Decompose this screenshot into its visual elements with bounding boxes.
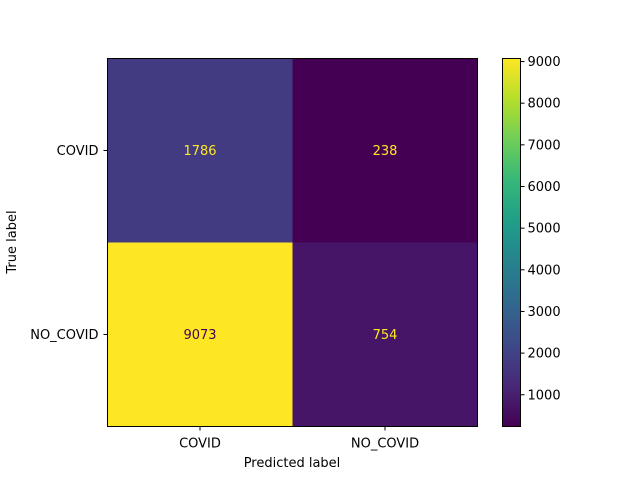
matrix-cell [107, 58, 293, 243]
matrix-cells [107, 58, 478, 427]
matrix-cell [107, 242, 293, 427]
cell-value-labels: 1786 238 9073 754 [183, 144, 397, 343]
cell-value-label: 238 [373, 144, 398, 159]
colorbar-tick-label: 5000 [528, 222, 561, 237]
colorbar-tick-label: 4000 [528, 263, 561, 278]
matrix-cell [292, 242, 478, 427]
y-tick-label: NO_COVID [30, 328, 98, 343]
x-axis-ticks: COVID NO_COVID [179, 426, 419, 452]
colorbar-tick-label: 2000 [528, 347, 561, 362]
plot-frame [107, 58, 478, 427]
colorbar-tick-label: 9000 [528, 55, 561, 70]
y-tick-label: COVID [57, 144, 99, 159]
x-axis-label: Predicted label [244, 456, 341, 471]
cell-value-label: 754 [373, 328, 398, 343]
colorbar-tick-label: 1000 [528, 388, 561, 403]
colorbar-tick-label: 8000 [528, 97, 561, 112]
y-axis-ticks: COVID NO_COVID [30, 144, 108, 343]
matrix-cell [292, 58, 478, 243]
colorbar-tick-label: 3000 [528, 305, 561, 320]
colorbar-ticks: 1000 2000 3000 4000 5000 6000 7000 8000 9000 [520, 55, 561, 403]
x-tick-label: COVID [179, 437, 221, 452]
cell-value-label: 9073 [183, 328, 216, 343]
y-axis-label: True label [5, 210, 20, 274]
x-tick-label: NO_COVID [351, 437, 419, 452]
colorbar-tick-label: 7000 [528, 138, 561, 153]
cell-value-label: 1786 [183, 144, 216, 159]
colorbar [502, 58, 521, 427]
colorbar-tick-label: 6000 [528, 180, 561, 195]
